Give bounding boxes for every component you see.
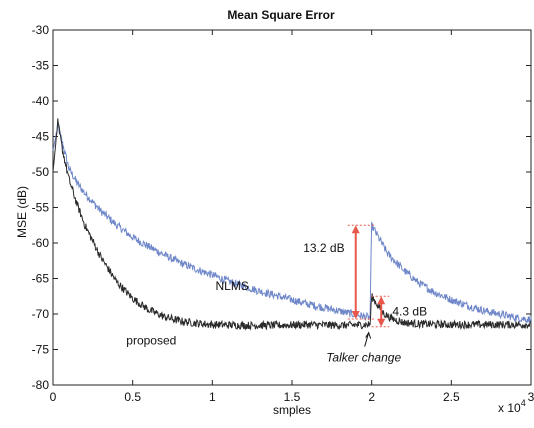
y-tick-label: -60: [32, 236, 50, 250]
x-tick-label: 1: [209, 390, 216, 404]
series-label-nlms: NLMS: [216, 279, 249, 293]
plot-area: [52, 29, 532, 386]
annotation-arrow-head: [377, 296, 386, 305]
y-tick-label: -35: [32, 59, 50, 73]
y-tick-label: -30: [32, 23, 50, 37]
annotation-13-2-db: 13.2 dB: [303, 241, 344, 255]
y-tick-label: -75: [32, 343, 50, 357]
x-tick-label: 2.5: [443, 390, 460, 404]
annotation-4-3-db: 4.3 dB: [392, 305, 427, 319]
x-exponent-power: 4: [521, 398, 526, 408]
y-tick-label: -50: [32, 165, 50, 179]
annotation-arrow-head: [351, 310, 360, 319]
series-line-proposed: [52, 118, 532, 331]
x-tick-label: 0: [50, 390, 57, 404]
x-tick-label: 0.5: [124, 390, 141, 404]
x-axis-label: smples: [273, 403, 311, 417]
x-exponent-base: x 10: [498, 401, 521, 415]
axis-ticks: [52, 29, 532, 386]
y-axis-label: MSE (dB): [15, 186, 29, 238]
y-tick-label: -70: [32, 307, 50, 321]
y-tick-label: -45: [32, 130, 50, 144]
series-label-proposed: proposed: [126, 334, 176, 348]
talker-change-pointer-head: [365, 331, 372, 339]
y-tick-label: -65: [32, 272, 50, 286]
x-tick-label: 1.5: [284, 390, 301, 404]
tick-labels: -30 -35 -40 -45 -50 -55 -60 -65 -70 -75 -800 0.5 1 1.…: [32, 23, 534, 404]
annotation-arrow-head: [377, 318, 386, 327]
annotation-talker-change: Talker change: [326, 351, 401, 365]
y-tick-label: -55: [32, 201, 50, 215]
chart-title: Mean Square Error: [227, 8, 335, 22]
x-exponent-label: x 104: [498, 398, 526, 415]
y-tick-label: -40: [32, 94, 50, 108]
y-tick-label: -80: [32, 378, 50, 392]
plot-border: [52, 29, 532, 386]
talker-change-pointer: [364, 332, 370, 347]
series-line-nlms: [52, 121, 532, 324]
annotations: 13.2 dB 4.3 dB Talker change: [303, 224, 427, 365]
x-tick-label: 2: [368, 390, 375, 404]
annotation-arrow-head: [351, 225, 360, 234]
series-lines: NLMS proposed: [52, 118, 532, 348]
x-tick-label: 3: [528, 390, 534, 404]
